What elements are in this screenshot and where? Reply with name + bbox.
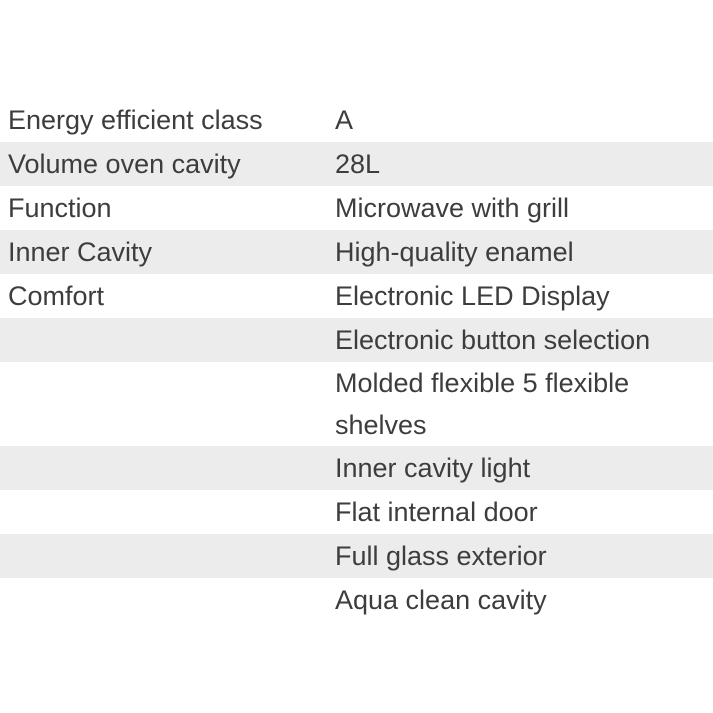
table-row: Full glass exterior	[0, 534, 713, 578]
spec-label: Volume oven cavity	[8, 149, 241, 179]
spec-table: Energy efficient class A Volume oven cav…	[0, 98, 713, 622]
spec-label: Comfort	[8, 281, 105, 311]
spec-value: Microwave with grill	[335, 193, 570, 223]
table-row: Inner Cavity High-quality enamel	[0, 230, 713, 274]
table-row: Electronic button selection	[0, 318, 713, 362]
table-row: Function Microwave with grill	[0, 186, 713, 230]
spec-label: Energy efficient class	[8, 105, 263, 135]
spec-value: Electronic button selection	[335, 325, 651, 355]
spec-value: Inner cavity light	[335, 453, 531, 483]
table-row: Flat internal door	[0, 490, 713, 534]
table-row: Molded flexible 5 flexible shelves	[0, 362, 713, 446]
spec-value: Electronic LED Display	[335, 281, 610, 311]
spec-label: Function	[8, 193, 112, 223]
spec-value: Flat internal door	[335, 497, 538, 527]
spec-value: High-quality enamel	[335, 237, 574, 267]
spec-value: A	[335, 105, 354, 135]
spec-value: Aqua clean cavity	[335, 585, 547, 615]
spec-value: Molded flexible 5 flexible shelves	[335, 368, 630, 440]
spec-label: Inner Cavity	[8, 237, 153, 267]
table-row: Energy efficient class A	[0, 98, 713, 142]
table-row: Comfort Electronic LED Display	[0, 274, 713, 318]
table-row: Volume oven cavity 28L	[0, 142, 713, 186]
table-row: Aqua clean cavity	[0, 578, 713, 622]
spec-value: 28L	[335, 149, 381, 179]
table-row: Inner cavity light	[0, 446, 713, 490]
spec-value: Full glass exterior	[335, 541, 547, 571]
